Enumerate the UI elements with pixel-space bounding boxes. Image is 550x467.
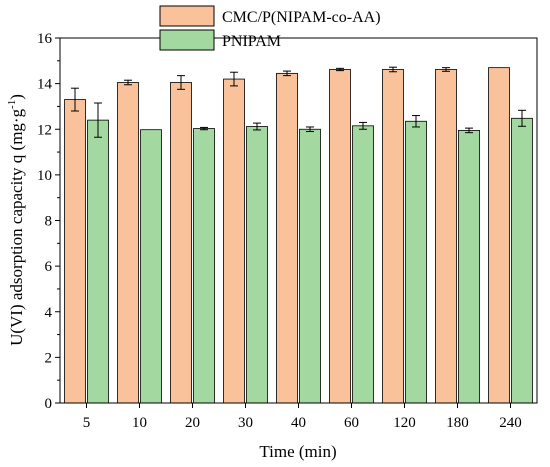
x-tick-label: 240 [499,415,522,431]
bar-pnipam [140,129,162,404]
y-tick-label: 14 [37,77,53,93]
y-tick-label: 2 [45,350,53,366]
bar-pnipam [299,128,321,404]
plot-frame [59,37,538,404]
bar-cmc [170,82,192,404]
legend-swatch-cmc [159,5,215,27]
bar-cmc [223,78,245,404]
bar-cmc [382,69,404,404]
bar-cmc [64,99,86,404]
x-tick-label: 5 [83,415,91,431]
x-tick-label: 10 [132,415,147,431]
y-tick-label: 0 [45,396,53,412]
y-tick-label: 6 [45,259,53,275]
bar-pnipam [352,125,374,404]
bar-cmc [117,82,139,404]
bars-group [64,67,533,404]
legend-label-pnipam: PNIPAM [222,33,281,50]
legend: CMC/P(NIPAM-co-AA) PNIPAM [159,5,381,51]
bar-pnipam [458,129,480,404]
y-axis-ticks: 0 2 4 6 8 10 12 14 16 [37,31,60,412]
legend-label-cmc: CMC/P(NIPAM-co-AA) [222,9,381,26]
x-axis-ticks: 5 10 20 30 40 60 120 180 240 [83,403,522,431]
x-tick-label: 180 [446,415,469,431]
bar-cmc [488,67,510,404]
x-tick-label: 120 [393,415,416,431]
legend-swatch-pnipam [159,29,215,51]
bar-pnipam [246,126,268,404]
y-tick-label: 8 [45,214,53,230]
x-tick-label: 40 [291,415,306,431]
y-tick-label: 4 [45,305,53,321]
bar-pnipam [511,117,533,404]
y-tick-label: 10 [37,168,52,184]
error-bars-group [71,66,526,138]
bar-cmc [329,69,351,404]
x-tick-label: 60 [344,415,359,431]
y-tick-label: 12 [37,122,52,138]
bar-cmc [276,72,298,404]
bar-pnipam [193,128,215,404]
x-axis-title: Time (min) [259,442,336,461]
bar-pnipam [405,120,427,404]
y-axis-title: U(VI) adsorption capacity q (mg·g-1) [6,94,26,346]
y-tick-label: 16 [37,31,53,47]
x-tick-label: 30 [238,415,253,431]
bar-cmc [435,69,457,404]
bar-pnipam [87,119,109,404]
x-tick-label: 20 [185,415,200,431]
